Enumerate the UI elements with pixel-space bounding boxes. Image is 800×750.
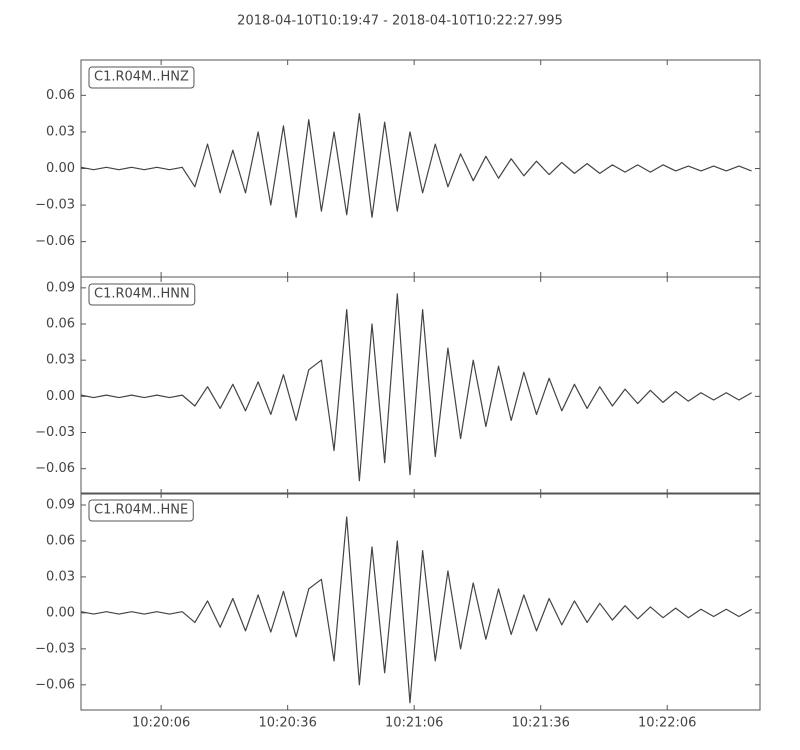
trace-label: C1.R04M..HNZ bbox=[94, 70, 189, 85]
y-tick-label: −0.06 bbox=[35, 234, 75, 249]
waveform bbox=[80, 113, 752, 218]
y-tick-label: −0.06 bbox=[35, 461, 75, 476]
x-tick-label: 10:22:06 bbox=[638, 716, 696, 731]
trace-label-box bbox=[88, 499, 194, 522]
y-tick-label: 0.03 bbox=[46, 353, 75, 368]
y-tick-label: 0.06 bbox=[46, 533, 75, 548]
trace-label: C1.R04M..HNE bbox=[94, 503, 188, 518]
y-tick-label: 0.09 bbox=[46, 280, 75, 295]
x-tick-label: 10:20:06 bbox=[132, 716, 190, 731]
y-tick-label: 0.03 bbox=[46, 124, 75, 139]
y-tick-label: −0.03 bbox=[35, 198, 75, 213]
y-tick-label: −0.03 bbox=[35, 425, 75, 440]
x-tick-label: 10:21:06 bbox=[385, 716, 443, 731]
y-tick-label: −0.06 bbox=[35, 677, 75, 692]
y-tick-label: 0.00 bbox=[46, 161, 75, 176]
y-tick-label: 0.09 bbox=[46, 497, 75, 512]
y-tick-label: 0.03 bbox=[46, 569, 75, 584]
y-tick-label: −0.03 bbox=[35, 641, 75, 656]
waveform bbox=[80, 293, 752, 482]
figure-title: 2018-04-10T10:19:47 - 2018-04-10T10:22:2… bbox=[237, 14, 563, 29]
x-tick-label: 10:20:36 bbox=[258, 716, 316, 731]
trace-label-box bbox=[88, 66, 195, 89]
panel-frame bbox=[80, 492, 761, 711]
trace-label: C1.R04M..HNN bbox=[94, 287, 190, 302]
waveform bbox=[80, 516, 752, 704]
y-tick-label: 0.00 bbox=[46, 389, 75, 404]
trace-label-box bbox=[88, 283, 196, 306]
y-tick-label: 0.06 bbox=[46, 317, 75, 332]
y-tick-label: 0.00 bbox=[46, 605, 75, 620]
panel-frame bbox=[80, 276, 761, 495]
y-tick-label: 0.06 bbox=[46, 88, 75, 103]
x-tick-label: 10:21:36 bbox=[512, 716, 570, 731]
